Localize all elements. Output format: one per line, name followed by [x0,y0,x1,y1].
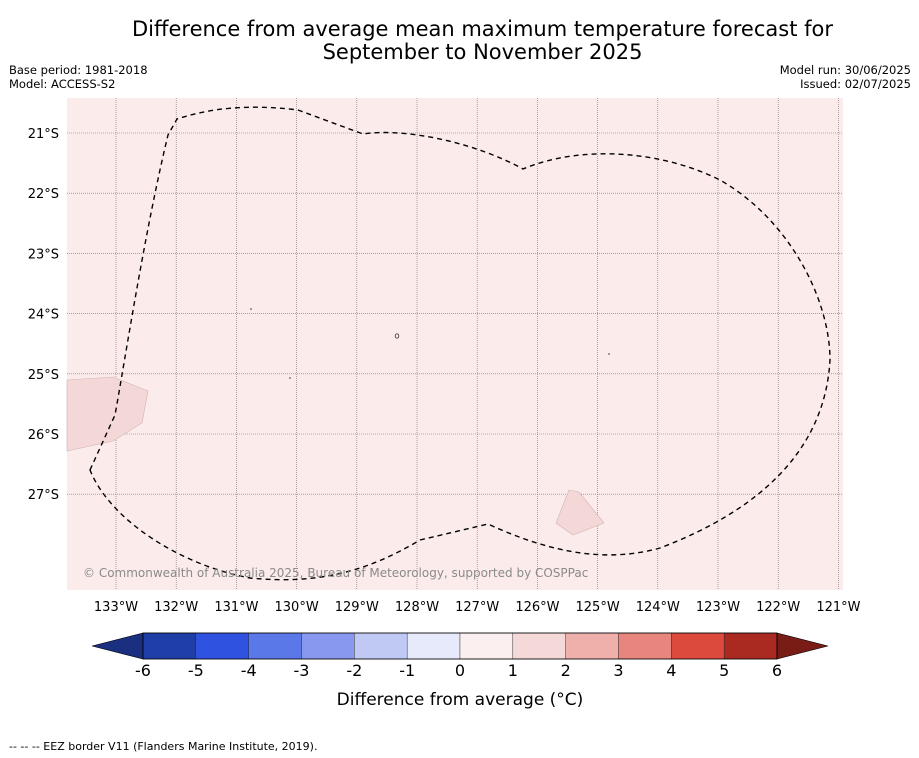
colorbar-tick-label: -4 [241,661,257,680]
colorbar-tick-label: 4 [666,661,676,680]
copyright-text: © Commonwealth of Australia 2025, Bureau… [83,566,588,580]
colorbar-segment [142,632,197,660]
colorbar-segment [618,632,672,660]
colorbar-tick-label: 2 [561,661,571,680]
base-period-label: Base period: 1981-2018 [9,63,148,77]
lat-tick-label: 22°S [28,187,59,202]
lon-tick-label: 132°W [154,600,198,615]
colorbar-tick-label: 5 [719,661,729,680]
map-title: Difference from average mean maximum tem… [0,18,919,64]
meta-left: Base period: 1981-2018 Model: ACCESS-S2 [9,63,148,91]
island-dot [250,308,252,310]
colorbar-frame [142,632,778,660]
lat-tick-label: 21°S [28,127,59,142]
eez-border [89,106,831,581]
lon-tick-label: 128°W [395,600,439,615]
colorbar-tick-label: -3 [294,661,310,680]
issued-label: Issued: 02/07/2025 [800,77,911,91]
lon-tick-label: 129°W [335,600,379,615]
colorbar-segment [195,632,249,660]
map-background [67,98,843,590]
colorbar-segment [301,632,355,660]
lon-tick-label: 133°W [94,600,138,615]
lon-tick-label: 121°W [816,600,860,615]
lon-tick-label: 122°W [756,600,800,615]
lon-tick-label: 126°W [515,600,559,615]
island-dot [289,377,291,379]
colorbar-segment [565,632,619,660]
lon-tick-label: 130°W [275,600,319,615]
lon-tick-label: 124°W [636,600,680,615]
lat-tick-label: 26°S [28,428,59,443]
colorbar: -6 -5 -4 -3 -2 -1 0 1 2 3 4 5 6 [91,632,829,680]
island-dot [608,353,610,355]
colorbar-segment [512,632,566,660]
colorbar-segment [723,632,778,660]
colorbar-tick-label: 3 [613,661,623,680]
colorbar-tick-label: -1 [399,661,415,680]
colorbar-tick-label: 6 [772,661,782,680]
longitude-labels: 133°W 132°W 131°W 130°W 129°W 128°W 127°W 126°W… [94,600,861,615]
colorbar-tick-label: 0 [455,661,465,680]
latitude-labels: 21°S 22°S 23°S 24°S 25°S 26°S 27°S [28,127,59,503]
eez-legend-note: -- -- -- EEZ border V11 (Flanders Marine… [9,740,318,753]
lon-tick-label: 131°W [214,600,258,615]
colorbar-tick-label: 1 [508,661,518,680]
title-line-1: Difference from average mean maximum tem… [132,17,833,41]
lat-tick-label: 24°S [28,308,59,323]
lat-tick-label: 23°S [28,247,59,262]
colorbar-segment [248,632,302,660]
colorbar-segment [459,632,514,660]
lon-tick-label: 123°W [696,600,740,615]
lat-tick-label: 25°S [28,368,59,383]
colorbar-tick-label: -5 [188,661,204,680]
colorbar-tick-label: -2 [346,661,362,680]
colorbar-over-arrow [776,632,829,660]
colorbar-segment [354,632,408,660]
lon-tick-label: 125°W [576,600,620,615]
land-patch-south [555,489,605,536]
meta-right: Model run: 30/06/2025 Issued: 02/07/2025 [780,63,911,91]
model-label: Model: ACCESS-S2 [9,77,116,91]
colorbar-segment [406,632,461,660]
lon-tick-label: 127°W [455,600,499,615]
colorbar-segment [671,632,725,660]
title-line-2: September to November 2025 [322,40,643,64]
island-outline [394,333,400,339]
model-run-label: Model run: 30/06/2025 [779,63,911,77]
lat-tick-label: 27°S [28,488,59,503]
colorbar-under-arrow [91,632,144,660]
colorbar-title: Difference from average (°C) [337,690,584,710]
colorbar-tick-label: -6 [135,661,151,680]
land-patch-west [66,376,149,452]
gridlines [67,98,843,590]
